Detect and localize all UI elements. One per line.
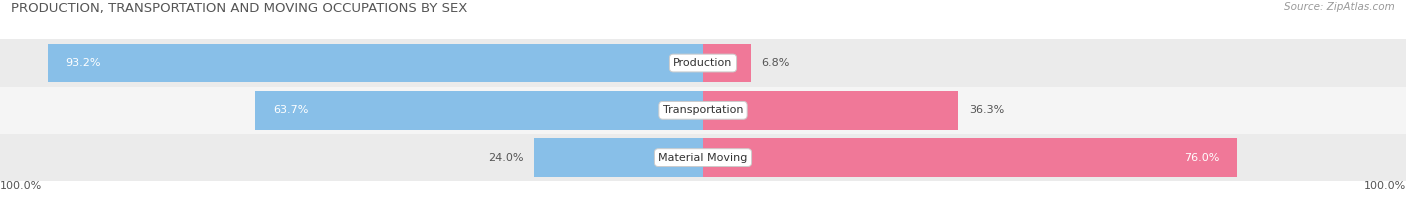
- Text: 93.2%: 93.2%: [65, 58, 101, 68]
- Bar: [703, 44, 751, 82]
- Text: 6.8%: 6.8%: [762, 58, 790, 68]
- Text: 36.3%: 36.3%: [969, 105, 1004, 115]
- Text: PRODUCTION, TRANSPORTATION AND MOVING OCCUPATIONS BY SEX: PRODUCTION, TRANSPORTATION AND MOVING OC…: [11, 2, 468, 15]
- Bar: [0, 39, 1406, 87]
- Bar: [703, 91, 959, 130]
- Text: Transportation: Transportation: [662, 105, 744, 115]
- Bar: [703, 138, 1237, 177]
- Text: Material Moving: Material Moving: [658, 153, 748, 163]
- Text: 76.0%: 76.0%: [1184, 153, 1219, 163]
- Text: 100.0%: 100.0%: [0, 181, 42, 191]
- Bar: [0, 87, 1406, 134]
- Bar: [534, 138, 703, 177]
- Text: 24.0%: 24.0%: [488, 153, 524, 163]
- Bar: [0, 134, 1406, 181]
- Text: 63.7%: 63.7%: [273, 105, 308, 115]
- Bar: [48, 44, 703, 82]
- Text: Production: Production: [673, 58, 733, 68]
- Bar: [256, 91, 703, 130]
- Text: Source: ZipAtlas.com: Source: ZipAtlas.com: [1284, 2, 1395, 12]
- Text: 100.0%: 100.0%: [1364, 181, 1406, 191]
